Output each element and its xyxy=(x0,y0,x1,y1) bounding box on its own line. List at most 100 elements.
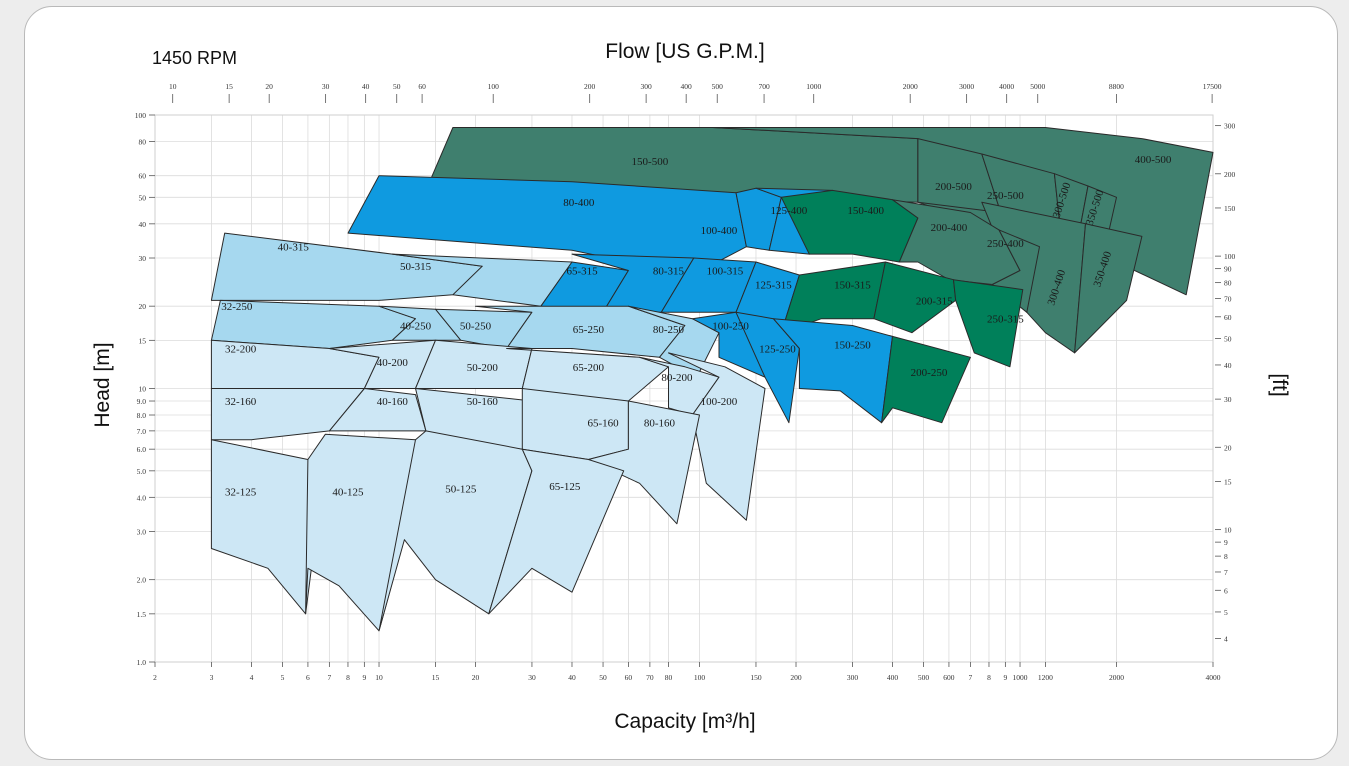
zone-label-50-315: 50-315 xyxy=(400,261,432,273)
x-tick-label: 60 xyxy=(625,673,633,682)
y-tick-label: 1.0 xyxy=(137,658,147,667)
top-tick-label: 5000 xyxy=(1030,82,1045,91)
top-tick-label: 10 xyxy=(169,82,177,91)
zone-100-200 xyxy=(668,352,766,521)
right-tick-label: 4 xyxy=(1224,634,1228,643)
x-tick-label: 1200 xyxy=(1038,673,1053,682)
top-tick-label: 8800 xyxy=(1109,82,1124,91)
right-tick-label: 300 xyxy=(1224,122,1236,131)
top-tick-label: 200 xyxy=(584,82,596,91)
x-tick-label: 70 xyxy=(646,673,654,682)
zone-label-200-250: 200-250 xyxy=(911,367,948,379)
x-tick-label: 20 xyxy=(472,673,480,682)
right-tick-label: 8 xyxy=(1224,552,1228,561)
zone-32-160 xyxy=(210,388,365,441)
x-tick-label: 2 xyxy=(153,673,157,682)
zone-125-250 xyxy=(735,311,800,424)
zone-label-50-125: 50-125 xyxy=(445,484,477,496)
top-tick-label: 1000 xyxy=(806,82,821,91)
zone-40-315 xyxy=(210,232,483,301)
right-tick-label: 15 xyxy=(1224,477,1232,486)
zone-label-150-315: 150-315 xyxy=(834,280,871,292)
zone-label-150-400: 150-400 xyxy=(847,205,884,217)
x-tick-label: 4 xyxy=(250,673,254,682)
y-tick-label: 15 xyxy=(139,336,147,345)
zone-350-400 xyxy=(1074,223,1143,354)
zone-label-32-160: 32-160 xyxy=(225,396,257,408)
y-tick-label: 1.5 xyxy=(137,610,147,619)
zone-label-200-500: 200-500 xyxy=(935,181,972,193)
zone-label-50-250: 50-250 xyxy=(460,320,492,332)
x-tick-label: 80 xyxy=(665,673,673,682)
zone-label-32-250: 32-250 xyxy=(221,301,253,313)
x-tick-label: 100 xyxy=(694,673,706,682)
x-tick-label: 8 xyxy=(987,673,991,682)
zone-label-40-200: 40-200 xyxy=(377,357,409,369)
x-tick-label: 400 xyxy=(887,673,899,682)
right-tick-label: 60 xyxy=(1224,313,1232,322)
x-tick-label: 600 xyxy=(943,673,955,682)
y-tick-label: 7.0 xyxy=(137,427,147,436)
zone-50-315 xyxy=(391,253,573,307)
y-tick-label: 100 xyxy=(135,111,147,120)
right-tick-label: 100 xyxy=(1224,252,1236,261)
y-tick-label: 60 xyxy=(139,172,147,181)
zone-40-200 xyxy=(328,339,436,389)
x-tick-label: 3 xyxy=(210,673,214,682)
top-tick-label: 4000 xyxy=(999,82,1014,91)
zone-label-250-315: 250-315 xyxy=(987,314,1024,326)
x-tick-label: 6 xyxy=(306,673,310,682)
right-tick-label: 6 xyxy=(1224,586,1228,595)
right-tick-label: 150 xyxy=(1224,204,1236,213)
x-tick-label: 15 xyxy=(432,673,440,682)
right-tick-label: 20 xyxy=(1224,443,1232,452)
zone-label-80-200: 80-200 xyxy=(661,372,693,384)
zone-label-40-160: 40-160 xyxy=(377,396,409,408)
zone-label-65-315: 65-315 xyxy=(566,266,598,278)
y-tick-label: 9.0 xyxy=(137,397,147,406)
x-tick-label: 1000 xyxy=(1013,673,1028,682)
top-tick-label: 300 xyxy=(641,82,653,91)
y-tick-label: 10 xyxy=(139,385,147,394)
right-tick-label: 30 xyxy=(1224,395,1232,404)
right-tick-label: 10 xyxy=(1224,526,1232,535)
zone-label-200-400: 200-400 xyxy=(931,222,968,234)
zone-label-80-250: 80-250 xyxy=(653,324,685,336)
y-tick-label: 6.0 xyxy=(137,445,147,454)
top-tick-label: 40 xyxy=(362,82,370,91)
chart-title: Flow [US G.P.M.] xyxy=(605,40,764,63)
top-tick-label: 400 xyxy=(681,82,693,91)
top-tick-label: 17500 xyxy=(1203,82,1222,91)
x-tick-label: 4000 xyxy=(1206,673,1221,682)
zone-label-65-160: 65-160 xyxy=(587,418,619,430)
x-tick-label: 7 xyxy=(328,673,332,682)
zone-label-40-315: 40-315 xyxy=(278,242,310,254)
zone-label-125-400: 125-400 xyxy=(771,205,808,217)
x-tick-label: 9 xyxy=(1003,673,1007,682)
x-axis-label: Capacity [m³/h] xyxy=(614,710,755,733)
zone-200-315 xyxy=(873,261,957,334)
right-tick-label: 50 xyxy=(1224,334,1232,343)
x-tick-label: 9 xyxy=(362,673,366,682)
x-tick-label: 2000 xyxy=(1109,673,1124,682)
y-tick-label: 3.0 xyxy=(137,528,147,537)
zone-label-40-250: 40-250 xyxy=(400,320,432,332)
x-tick-label: 30 xyxy=(528,673,536,682)
top-tick-label: 100 xyxy=(488,82,500,91)
x-tick-label: 300 xyxy=(847,673,859,682)
zone-label-65-200: 65-200 xyxy=(573,362,605,374)
zone-label-150-500: 150-500 xyxy=(632,156,669,168)
top-tick-label: 20 xyxy=(265,82,273,91)
zone-label-80-400: 80-400 xyxy=(563,197,595,209)
zone-label-100-315: 100-315 xyxy=(707,266,744,278)
y-tick-label: 40 xyxy=(139,220,147,229)
y-tick-label: 5.0 xyxy=(137,467,147,476)
zone-label-32-200: 32-200 xyxy=(225,344,257,356)
right-tick-label: 90 xyxy=(1224,265,1232,274)
x-tick-label: 8 xyxy=(346,673,350,682)
zone-label-200-315: 200-315 xyxy=(916,295,953,307)
zone-label-40-125: 40-125 xyxy=(332,487,364,499)
y-tick-label: 20 xyxy=(139,302,147,311)
zone-label-65-250: 65-250 xyxy=(573,324,605,336)
